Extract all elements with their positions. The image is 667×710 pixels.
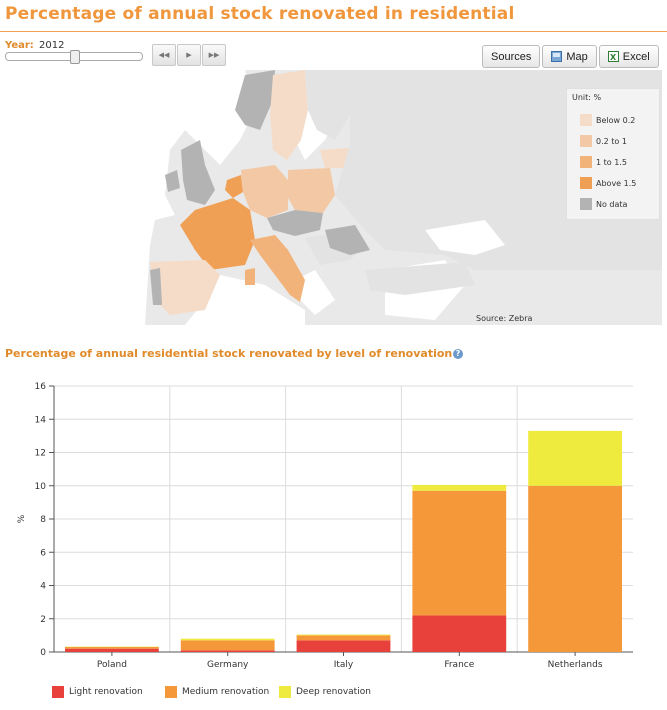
year-value: 2012: [38, 40, 65, 51]
y-tick-label: 14: [35, 415, 47, 425]
map-legend-swatch: [580, 114, 592, 126]
bar-segment: [296, 635, 391, 641]
europe-map[interactable]: [5, 70, 662, 325]
sources-button[interactable]: Sources: [482, 45, 541, 68]
chart-legend-label: Deep renovation: [296, 687, 371, 697]
bar-segment: [180, 640, 275, 651]
chart-legend-item[interactable]: Deep renovation: [279, 686, 371, 698]
bar-segment: [412, 490, 507, 616]
y-tick-label: 4: [40, 582, 46, 592]
y-tick-label: 10: [35, 482, 47, 492]
map-legend-label: No data: [596, 199, 628, 209]
help-icon[interactable]: ?: [453, 349, 463, 359]
y-axis-label: %: [17, 514, 27, 523]
page-title: Percentage of annual stock renovated in …: [5, 4, 515, 24]
x-tick-label: Poland: [97, 660, 127, 670]
rewind-icon: ◀◀: [158, 51, 170, 59]
bar-segment: [65, 647, 159, 649]
map-icon: [551, 51, 563, 62]
map-legend-item: Above 1.5: [580, 177, 636, 189]
chart-legend-swatch: [279, 686, 291, 698]
map-label: Map: [566, 50, 588, 63]
bar-segment: [296, 634, 391, 636]
bar-segment: [65, 648, 159, 652]
y-tick-label: 16: [35, 382, 47, 392]
y-tick-label: 2: [40, 615, 46, 625]
map-legend-label: 1 to 1.5: [596, 157, 627, 167]
play-button[interactable]: ▶: [177, 44, 201, 66]
stacked-bar-chart: 0 2 4 6 8 10 12 14 16% Poland Germany Italy France Ne…: [17, 382, 633, 670]
map-legend-label: Above 1.5: [596, 178, 637, 188]
rewind-button[interactable]: ◀◀: [152, 44, 176, 66]
map-legend-label: Below 0.2: [596, 115, 636, 125]
bar-segment: [412, 484, 507, 491]
chart-title: Percentage of annual residential stock r…: [5, 347, 453, 360]
y-tick-label: 0: [40, 648, 46, 658]
map-legend-item: 1 to 1.5: [580, 156, 627, 168]
chart-legend-item[interactable]: Medium renovation: [165, 686, 269, 698]
chart-legend-swatch: [165, 686, 177, 698]
play-icon: ▶: [186, 51, 192, 59]
bar-segment: [412, 615, 507, 652]
toolbar: Sources Map X Excel: [482, 45, 661, 68]
fast-forward-icon: ▶▶: [208, 51, 220, 59]
x-tick-label: Netherlands: [548, 660, 603, 670]
chart-legend-label: Medium renovation: [182, 687, 270, 697]
map-legend-swatch: [580, 156, 592, 168]
chart-legend-swatch: [52, 686, 64, 698]
year-slider-handle[interactable]: [70, 50, 80, 64]
map-legend-item: No data: [580, 198, 627, 210]
map-legend-swatch: [580, 198, 592, 210]
x-tick-label: Italy: [334, 660, 354, 670]
playback-controls: ◀◀ ▶ ▶▶: [152, 44, 227, 66]
bar-segment: [180, 638, 275, 641]
y-tick-label: 12: [35, 449, 46, 459]
map-legend-label: 0.2 to 1: [596, 136, 627, 146]
chart-legend-label: Light renovation: [69, 687, 143, 697]
y-tick-label: 8: [40, 515, 46, 525]
bar-segment: [296, 640, 391, 652]
bar-segment: [528, 430, 622, 486]
title-divider: [0, 31, 667, 32]
svg-text:X: X: [610, 53, 617, 62]
year-slider[interactable]: [5, 50, 143, 64]
x-tick-label: Germany: [207, 660, 249, 670]
map-legend-item: 0.2 to 1: [580, 135, 627, 147]
map-button[interactable]: Map: [542, 45, 597, 68]
year-label: Year:: [5, 40, 34, 51]
map-legend-item: Below 0.2: [580, 114, 635, 126]
bar-segment: [180, 650, 275, 652]
chart-legend-item[interactable]: Light renovation: [52, 686, 143, 698]
map-legend-unit: Unit: %: [572, 93, 602, 102]
fast-forward-button[interactable]: ▶▶: [202, 44, 226, 66]
map-source: Source: Zebra: [476, 314, 533, 323]
y-tick-label: 6: [40, 548, 46, 558]
excel-label: Excel: [622, 50, 650, 63]
map-legend-swatch: [580, 135, 592, 147]
sources-label: Sources: [491, 50, 532, 63]
x-tick-label: France: [444, 660, 474, 670]
bar-segment: [528, 485, 622, 652]
map-legend-swatch: [580, 177, 592, 189]
excel-button[interactable]: X Excel: [598, 45, 659, 68]
year-control: Year: 2012: [5, 40, 64, 51]
excel-icon: X: [607, 51, 619, 62]
